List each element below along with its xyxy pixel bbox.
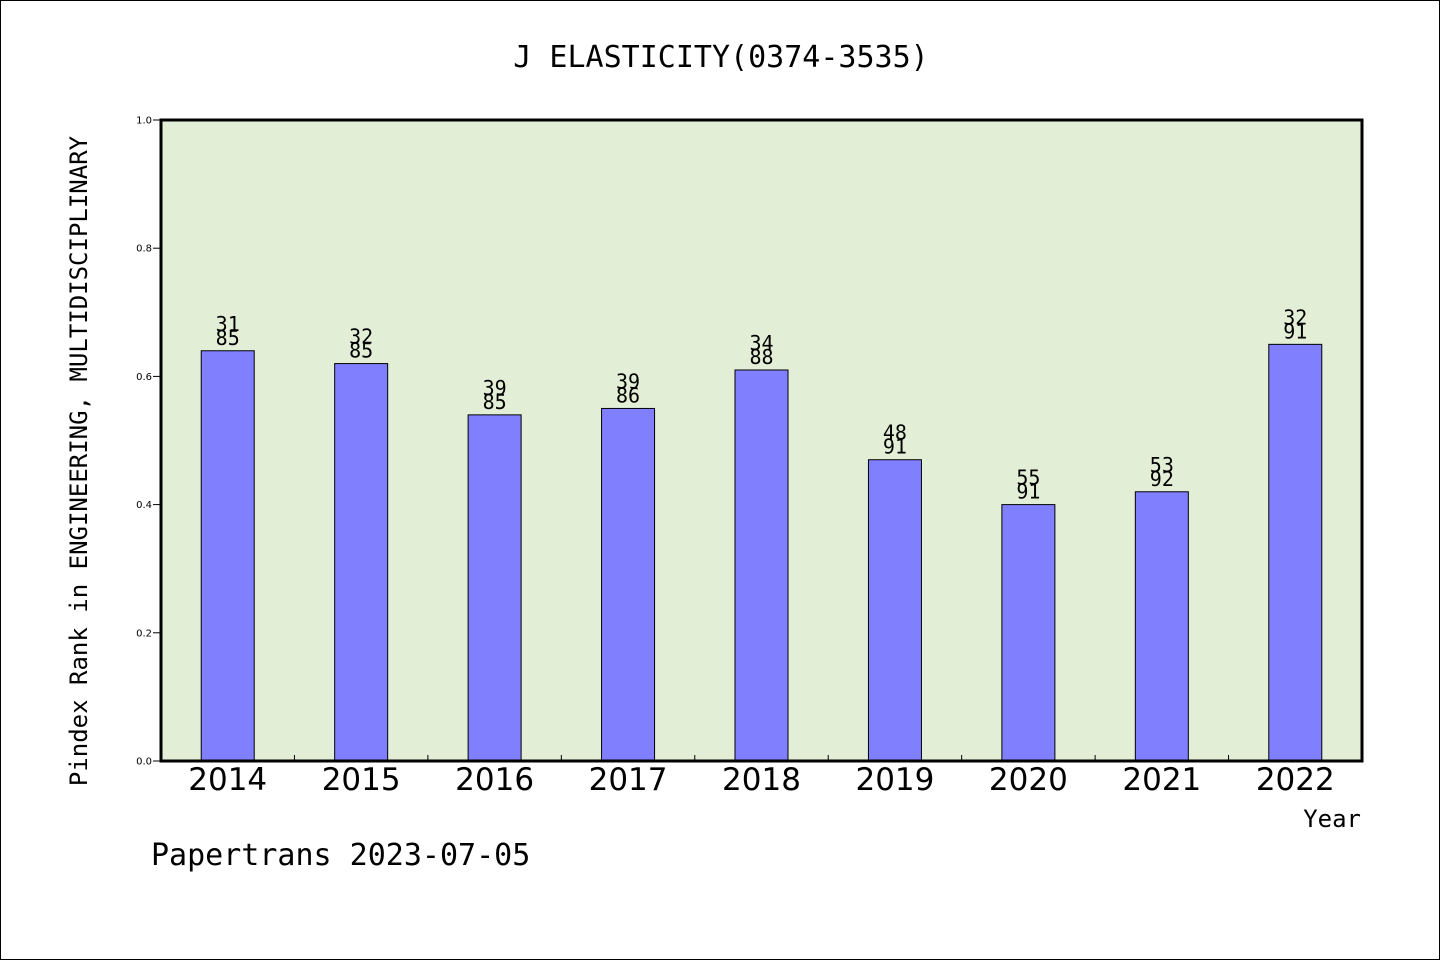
x-tick-label: 2017	[589, 762, 668, 798]
y-tick-label: 0.0	[136, 757, 152, 768]
data-label-top: 39	[616, 369, 640, 393]
x-tick-label: 2021	[1122, 762, 1201, 798]
data-label-bottom: 85	[483, 390, 507, 414]
bar-2022	[1268, 343, 1323, 762]
x-tick-label: 2020	[989, 762, 1068, 798]
data-label-top: 39	[483, 376, 507, 400]
y-axis: 0.0 0.2 0.4 0.6 0.8 1.0	[136, 116, 161, 768]
data-label-top: 31	[216, 312, 240, 336]
x-tick-label: 2019	[855, 762, 934, 798]
y-tick-label: 0.4	[136, 500, 152, 511]
data-label-bottom: 85	[349, 339, 373, 363]
x-tick-label: 2016	[455, 762, 534, 798]
data-label-bottom: 91	[883, 435, 907, 459]
plot-border	[159, 118, 1364, 763]
bar-2014	[200, 350, 255, 762]
y-axis-label: Pindex Rank in ENGINEERING, MULTIDISCIPL…	[65, 135, 93, 786]
data-label-bottom: 92	[1150, 467, 1174, 491]
y-tick-label: 0.6	[136, 372, 152, 383]
bar-2017	[601, 407, 656, 762]
x-axis-label: Year	[1303, 805, 1361, 833]
bar-2016	[467, 414, 522, 762]
data-label-bottom: 88	[749, 345, 773, 369]
data-label-top: 32	[349, 325, 373, 349]
x-tick-label: 2022	[1256, 762, 1335, 798]
data-label-bottom: 91	[1016, 480, 1040, 504]
data-label-bottom: 86	[616, 383, 640, 407]
chart-title: J ELASTICITY(0374-3535)	[513, 40, 928, 75]
data-label-bottom: 85	[216, 326, 240, 350]
x-tick-label: 2014	[188, 762, 267, 798]
bar-2021	[1134, 491, 1189, 762]
data-label-bottom: 91	[1283, 319, 1307, 343]
bar-2018	[734, 369, 789, 762]
x-tick-label: 2018	[722, 762, 801, 798]
data-label-top: 48	[883, 421, 907, 445]
data-label-top: 55	[1016, 466, 1040, 490]
bar-2019	[867, 459, 922, 762]
data-label-top: 32	[1283, 305, 1307, 329]
y-tick-label: 1.0	[136, 116, 152, 127]
footer-credit: Papertrans 2023-07-05	[151, 838, 530, 873]
y-tick-label: 0.2	[136, 628, 152, 639]
y-tick-label: 0.8	[136, 244, 152, 255]
data-label-top: 53	[1150, 453, 1174, 477]
bar-2015	[334, 363, 389, 762]
bar-2020	[1001, 504, 1056, 762]
data-label-top: 34	[749, 331, 773, 355]
x-axis: 2014 2015 2016 2017 2018 2019 2020 2021 2022	[188, 755, 1335, 798]
x-tick-label: 2015	[322, 762, 401, 798]
